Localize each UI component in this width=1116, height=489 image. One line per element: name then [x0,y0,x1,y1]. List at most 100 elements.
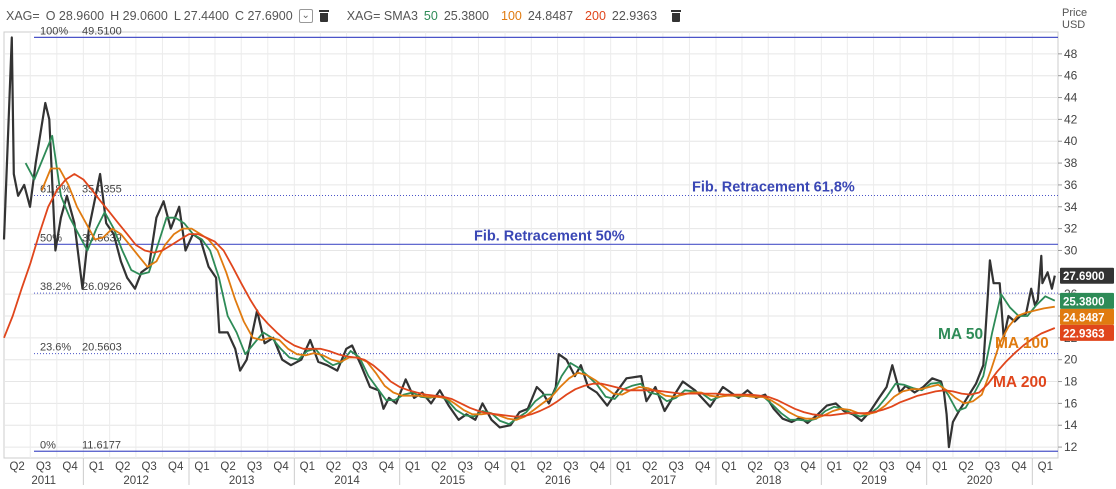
y-tick-label: 30 [1064,243,1078,257]
ma50-annotation: MA 50 [938,326,983,343]
x-tick-label: Q3 [247,461,262,473]
fib-level-pct: 23.6% [40,342,71,354]
x-tick-label: Q2 [115,461,130,473]
x-tick-label: Q2 [326,461,341,473]
x-year-label: 2020 [967,475,993,487]
x-tick-label: Q4 [273,461,289,473]
y-tick-label: 42 [1064,112,1078,126]
x-tick-label: Q1 [194,461,209,473]
fib-level-value: 11.6177 [82,439,121,451]
price-tag [1060,324,1114,341]
y-tick-label: 20 [1064,353,1078,367]
x-tick-label: Q1 [827,461,842,473]
legend-sma100-label: 100 [501,9,522,23]
y-tick-label: 18 [1064,375,1078,389]
x-tick-label: Q1 [616,461,631,473]
x-year-label: 2015 [440,475,466,487]
x-tick-label: Q3 [458,461,473,473]
legend-open-label: O [45,9,56,23]
x-year-label: 2013 [229,475,255,487]
legend-symbol: XAG= [6,9,40,23]
x-tick-label: Q1 [300,461,315,473]
x-year-label: 2012 [123,475,149,487]
fib-annotation-50: Fib. Retracement 50% [474,228,625,244]
x-tick-label: Q1 [510,461,525,473]
ma200-annotation: MA 200 [993,374,1047,391]
x-tick-label: Q4 [590,461,606,473]
x-tick-label: Q2 [431,461,446,473]
price-tag [1060,292,1114,309]
x-year-label: 2019 [861,475,887,487]
x-year-label: 2018 [756,475,782,487]
x-tick-label: Q3 [774,461,789,473]
y-tick-label: 44 [1064,91,1078,105]
y-tick-label: 32 [1064,222,1078,236]
x-tick-label: Q2 [9,461,24,473]
trash-icon[interactable] [671,10,682,22]
legend-sma200-label: 200 [585,9,606,23]
x-tick-label: Q4 [168,461,184,473]
legend-sma100-value: 24.8487 [527,9,574,23]
legend-study-name: XAG= SMA3 [346,9,418,23]
x-tick-label: Q1 [405,461,420,473]
series-line-xag- [2,36,1056,449]
x-tick-label: Q2 [958,461,973,473]
x-tick-label: Q1 [1038,461,1053,473]
legend-sma200-value: 22.9363 [611,9,658,23]
x-tick-label: Q2 [853,461,868,473]
x-tick-label: Q4 [62,461,78,473]
series-line-ma-100 [40,167,1055,421]
legend-high-label: H [110,9,120,23]
x-tick-label: Q1 [932,461,947,473]
x-tick-label: Q3 [985,461,1000,473]
x-tick-label: Q3 [141,461,156,473]
x-tick-label: Q4 [906,461,922,473]
x-tick-label: Q2 [537,461,552,473]
y-tick-label: 40 [1064,134,1078,148]
x-year-label: 2016 [545,475,571,487]
y-tick-label: 16 [1064,396,1078,410]
x-tick-label: Q3 [668,461,683,473]
fib-level-value: 20.5603 [82,342,122,354]
legend-sma50-label: 50 [423,9,438,23]
series-line-ma-50 [24,134,1056,425]
fib-level-pct: 100% [40,25,68,37]
y-tick-label: 14 [1064,418,1078,432]
x-tick-label: Q1 [89,461,104,473]
legend-close-value: 27.6900 [247,9,293,23]
fib-level-pct: 38.2% [40,281,71,293]
x-tick-label: Q3 [352,461,367,473]
legend-sma50-value: 25.3800 [443,9,489,23]
legend-close-label: C [234,9,245,23]
y-tick-label: 46 [1064,69,1078,83]
y-tick-label: 38 [1064,156,1078,170]
x-tick-label: Q3 [36,461,51,473]
fib-level-pct: 61.8% [40,183,71,195]
chart-legend: XAG= O 28.9600 H 29.0600 L 27.4400 C 27.… [0,0,1060,32]
ma100-annotation: MA 100 [995,335,1049,352]
fib-level-pct: 0% [40,439,56,451]
legend-high-value: 29.0600 [122,9,168,23]
x-year-label: 2011 [31,475,56,487]
x-tick-label: Q2 [642,461,657,473]
legend-low-value: 27.4400 [183,9,229,23]
trash-icon[interactable] [318,10,329,22]
legend-low: L 27.4400 [174,9,229,23]
chevron-down-icon[interactable]: ⌄ [298,9,313,23]
x-tick-label: Q4 [1011,461,1027,473]
y-tick-label: 48 [1064,47,1078,61]
x-tick-label: Q3 [879,461,894,473]
fib-level-value: 49.5100 [82,25,122,37]
fib-level-value: 26.0926 [82,281,122,293]
price-tag [1060,267,1114,284]
legend-low-label: L [173,9,181,23]
price-tag-label: 22.9363 [1063,328,1105,340]
y-axis-unit: USD [1062,19,1085,31]
x-tick-label: Q4 [484,461,500,473]
y-tick-label: 12 [1064,440,1078,454]
x-year-label: 2017 [651,475,677,487]
price-tag-label: 24.8487 [1063,312,1105,324]
legend-close: C 27.6900 [235,9,293,23]
y-axis-title: Price [1062,7,1087,19]
